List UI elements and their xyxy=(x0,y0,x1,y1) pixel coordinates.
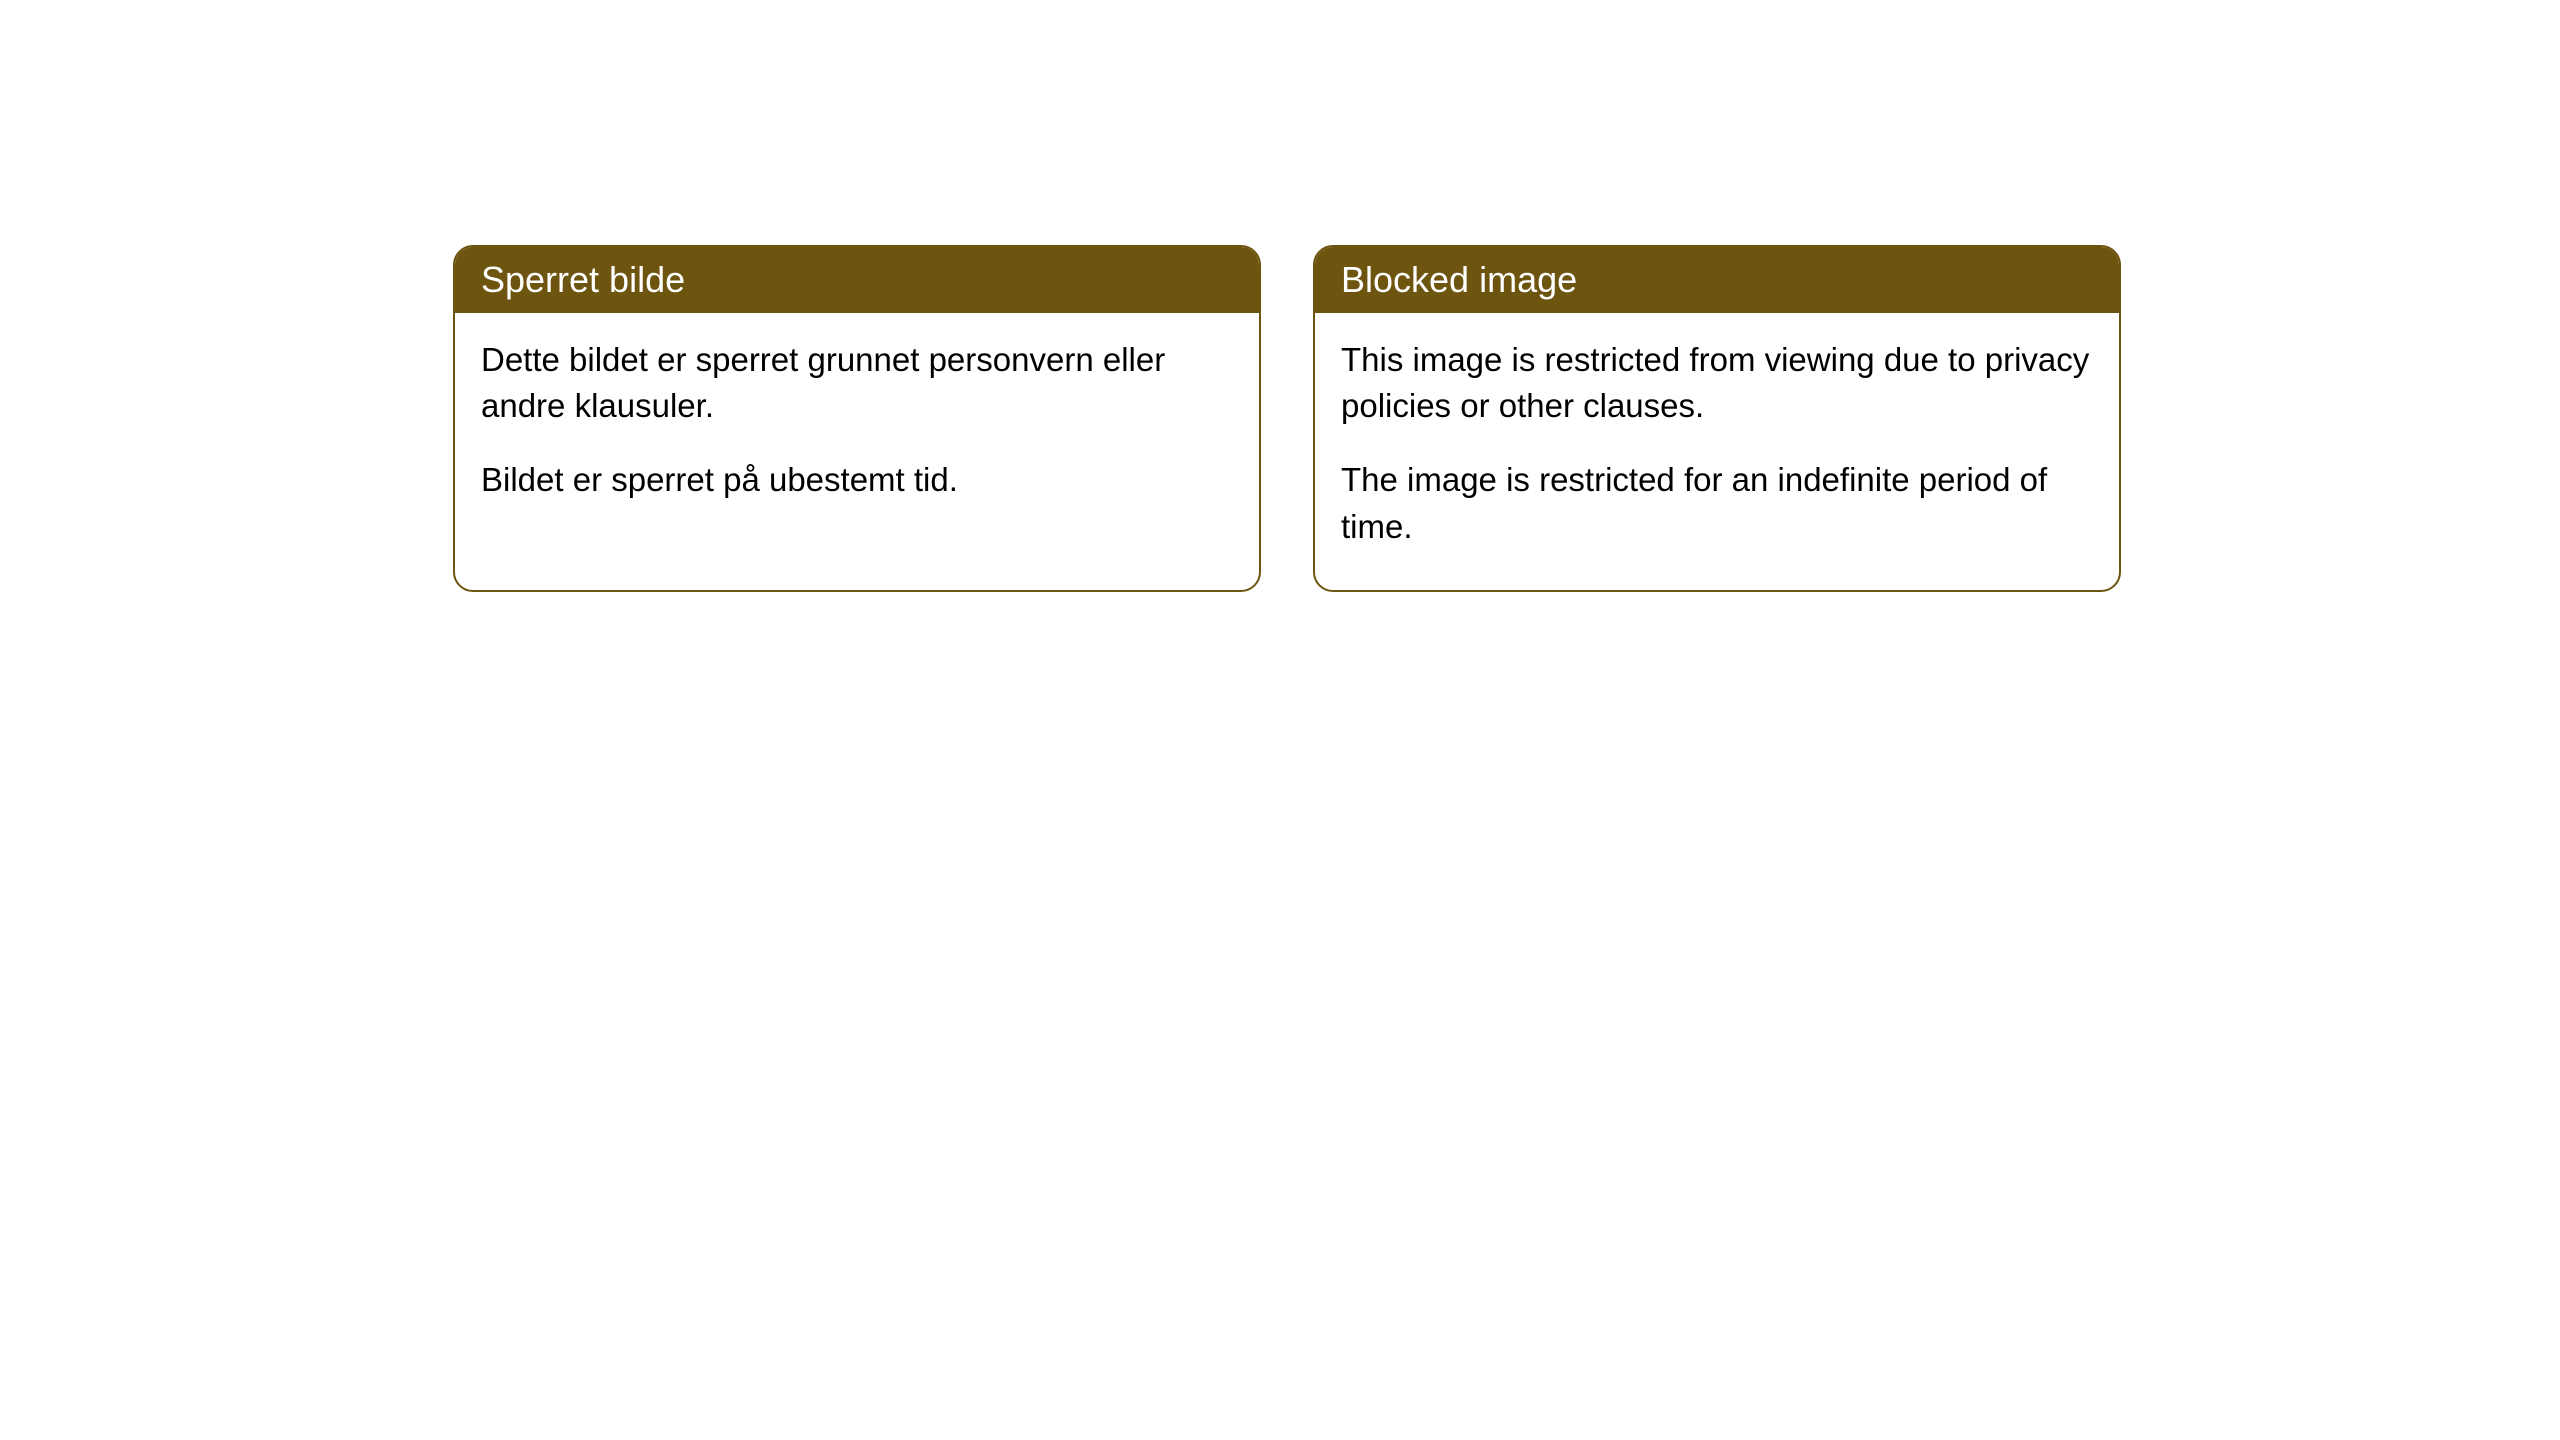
notice-paragraph: This image is restricted from viewing du… xyxy=(1341,337,2093,429)
notice-header-norwegian: Sperret bilde xyxy=(455,247,1259,313)
notice-body-english: This image is restricted from viewing du… xyxy=(1315,313,2119,590)
notice-card-english: Blocked image This image is restricted f… xyxy=(1313,245,2121,592)
notice-paragraph: The image is restricted for an indefinit… xyxy=(1341,457,2093,549)
notice-body-norwegian: Dette bildet er sperret grunnet personve… xyxy=(455,313,1259,544)
notice-cards-container: Sperret bilde Dette bildet er sperret gr… xyxy=(453,245,2121,592)
notice-paragraph: Bildet er sperret på ubestemt tid. xyxy=(481,457,1233,503)
notice-header-english: Blocked image xyxy=(1315,247,2119,313)
notice-paragraph: Dette bildet er sperret grunnet personve… xyxy=(481,337,1233,429)
notice-card-norwegian: Sperret bilde Dette bildet er sperret gr… xyxy=(453,245,1261,592)
